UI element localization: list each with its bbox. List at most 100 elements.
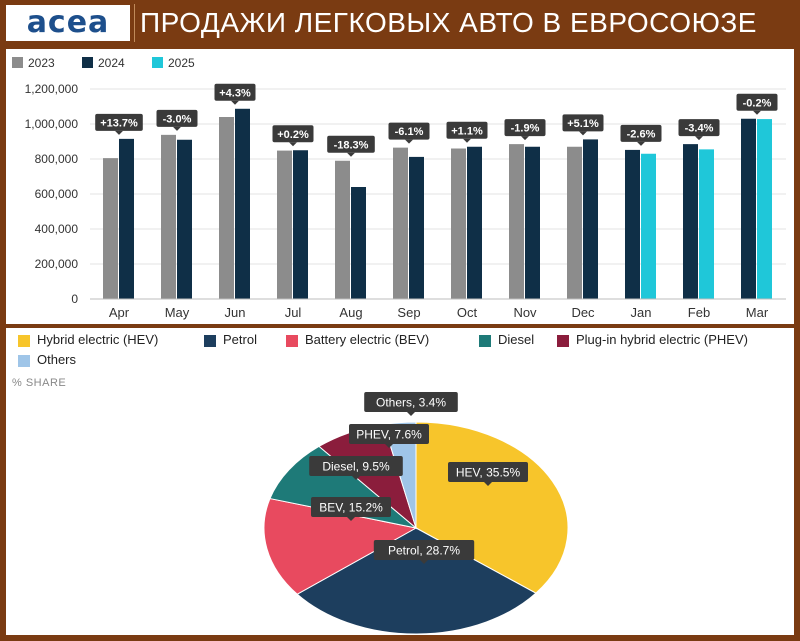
- change-label-text: +4.3%: [219, 87, 251, 99]
- pie-legend-petrol: Petrol: [204, 332, 257, 348]
- share-label: % SHARE: [12, 377, 67, 389]
- change-label: +5.1%: [562, 114, 604, 136]
- bar-2025-mar: [757, 119, 772, 299]
- bar-2023-oct: [451, 148, 466, 299]
- bar-2024-jan: [625, 149, 640, 299]
- change-label-text: -2.6%: [627, 128, 656, 140]
- pie-label-text: Diesel, 9.5%: [322, 460, 390, 474]
- change-label: -2.6%: [620, 124, 662, 146]
- pie-label-box: [311, 497, 391, 517]
- pie-label-phev: PHEV, 7.6%: [349, 424, 429, 448]
- change-label: +0.2%: [272, 125, 314, 147]
- logo-text: acea: [26, 5, 110, 40]
- legend-swatch-2023: [12, 57, 23, 69]
- pie-chart-panel: Hybrid electric (HEV) Petrol Battery ele…: [6, 328, 794, 635]
- change-label-pointer: [463, 138, 471, 143]
- bar-2024-jul: [293, 150, 308, 299]
- pie-legend-swatch-phev: [557, 334, 569, 347]
- change-label-box: [388, 122, 430, 140]
- change-label: -3.0%: [156, 109, 198, 131]
- change-label: -18.3%: [327, 135, 375, 157]
- bar-2024-oct: [467, 146, 482, 299]
- x-tick-label: Feb: [688, 305, 710, 320]
- change-label-box: [214, 83, 256, 101]
- pie-legend-diesel: Diesel: [479, 332, 534, 348]
- change-label-text: -1.9%: [511, 123, 540, 135]
- bar-2023-dec: [567, 146, 582, 299]
- change-label: -1.9%: [504, 119, 546, 141]
- change-label-text: +5.1%: [567, 118, 599, 130]
- change-label-box: [736, 93, 778, 111]
- change-label-pointer: [579, 131, 587, 136]
- pie-legend-others: Others: [18, 352, 76, 368]
- bar-2023-sep: [393, 147, 408, 299]
- pie-legend-label-others: Others: [37, 352, 77, 367]
- x-tick-label: Jan: [631, 305, 652, 320]
- legend-item-2023: 2023: [12, 55, 55, 70]
- bar-2024-mar: [741, 118, 756, 299]
- change-label-box: [272, 125, 314, 143]
- change-label-box: [446, 121, 488, 139]
- pie-label-hev: HEV, 35.5%: [448, 462, 528, 486]
- bar-2023-apr: [103, 158, 118, 299]
- pie-label-pointer: [407, 412, 415, 416]
- pie-label-box: [309, 456, 403, 476]
- legend-swatch-2025: [152, 57, 163, 69]
- pie-legend-hev: Hybrid electric (HEV): [18, 332, 158, 348]
- bar-2024-aug: [351, 187, 366, 299]
- pie-label-pointer: [484, 482, 492, 486]
- bar-2023-jul: [277, 150, 292, 299]
- pie-label-box: [364, 392, 458, 412]
- change-label-box: [327, 135, 375, 153]
- pie-legend-swatch-petrol: [204, 334, 216, 347]
- pie-legend-label-petrol: Petrol: [223, 332, 257, 347]
- pie-legend-swatch-bev: [286, 334, 298, 347]
- bar-2024-may: [177, 139, 192, 299]
- change-label: +1.1%: [446, 121, 488, 143]
- pie-label-text: Petrol, 28.7%: [388, 544, 460, 558]
- legend-item-2024: 2024: [82, 55, 125, 70]
- change-label: -3.4%: [678, 119, 720, 141]
- pie-label-text: Others, 3.4%: [376, 396, 446, 410]
- bar-2024-nov: [525, 146, 540, 299]
- pie-legend-label-bev: Battery electric (BEV): [305, 332, 430, 347]
- change-label-box: [95, 113, 143, 131]
- pie-label-diesel: Diesel, 9.5%: [309, 456, 403, 480]
- x-tick-label: Nov: [513, 305, 537, 320]
- change-label: -0.2%: [736, 93, 778, 115]
- change-label: -6.1%: [388, 122, 430, 144]
- pie-label-pointer: [385, 444, 393, 448]
- change-label-pointer: [347, 152, 355, 157]
- pie-label-box: [448, 462, 528, 482]
- pie-legend-label-hev: Hybrid electric (HEV): [37, 332, 159, 347]
- acea-logo: acea: [6, 5, 130, 41]
- change-label-pointer: [289, 142, 297, 147]
- y-tick-label: 1,000,000: [25, 117, 79, 131]
- x-tick-label: May: [165, 305, 190, 320]
- legend-swatch-2024: [82, 57, 93, 69]
- pie-legend-swatch-others: [18, 354, 30, 367]
- change-label-pointer: [405, 139, 413, 144]
- change-label-text: +1.1%: [451, 125, 483, 137]
- pie-label-pointer: [347, 517, 355, 521]
- change-label-pointer: [637, 141, 645, 146]
- change-label-text: -3.4%: [685, 123, 714, 135]
- bar-2024-apr: [119, 138, 134, 299]
- bar-2024-sep: [409, 156, 424, 299]
- change-label-text: +13.7%: [100, 117, 138, 129]
- pie-legend-swatch-diesel: [479, 334, 491, 347]
- bar-2025-feb: [699, 149, 714, 299]
- change-label-text: -18.3%: [334, 139, 369, 151]
- x-tick-label: Mar: [746, 305, 769, 320]
- change-label-text: -6.1%: [395, 126, 424, 138]
- bar-2024-feb: [683, 144, 698, 299]
- bar-2024-dec: [583, 139, 598, 299]
- bar-2023-jun: [219, 117, 234, 299]
- change-label-pointer: [521, 136, 529, 141]
- change-label-pointer: [173, 126, 181, 131]
- pie-label-text: HEV, 35.5%: [456, 466, 521, 480]
- pie-label-box: [349, 424, 429, 444]
- change-label-box: [156, 109, 198, 127]
- pie-label-pointer: [352, 476, 360, 480]
- change-label-box: [562, 114, 604, 132]
